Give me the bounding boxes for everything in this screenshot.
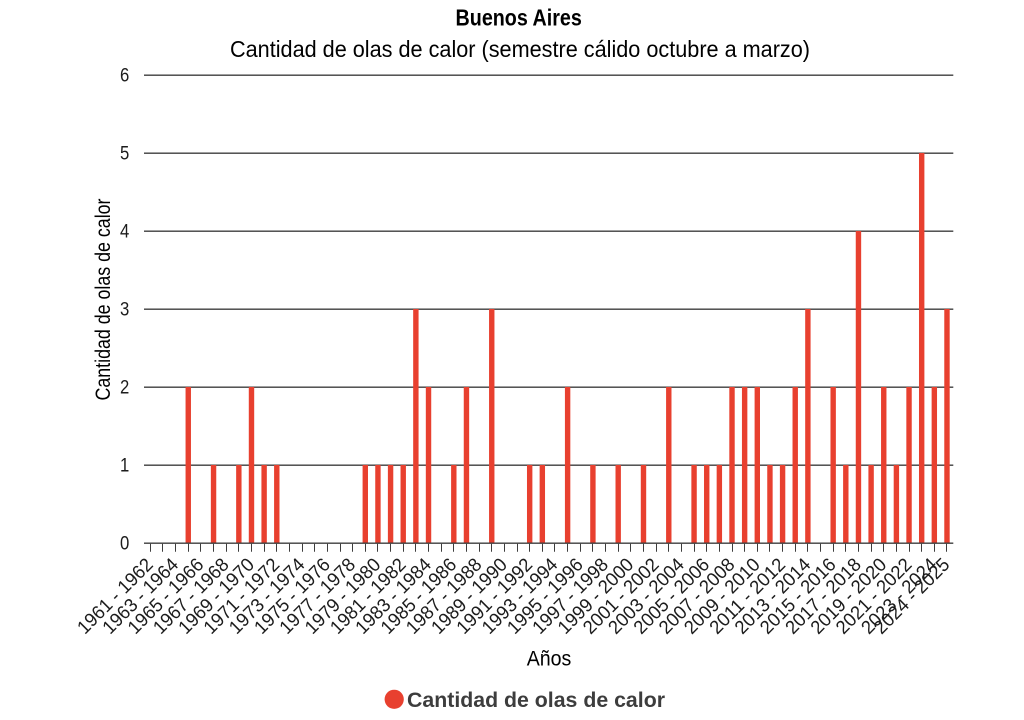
svg-text:Cantidad de olas de calor: Cantidad de olas de calor (407, 689, 665, 712)
svg-text:Cantidad de olas de calor: Cantidad de olas de calor (92, 199, 115, 401)
svg-text:1: 1 (120, 455, 129, 476)
svg-text:Años: Años (527, 647, 572, 670)
svg-text:3: 3 (120, 299, 129, 320)
svg-text:Buenos Aires: Buenos Aires (456, 5, 582, 31)
svg-text:6: 6 (120, 65, 129, 86)
svg-text:4: 4 (120, 221, 130, 242)
svg-text:Cantidad de olas de calor (sem: Cantidad de olas de calor (semestre cáli… (230, 36, 810, 62)
svg-text:2: 2 (120, 377, 129, 398)
svg-text:5: 5 (120, 143, 129, 164)
svg-text:0: 0 (120, 533, 129, 554)
